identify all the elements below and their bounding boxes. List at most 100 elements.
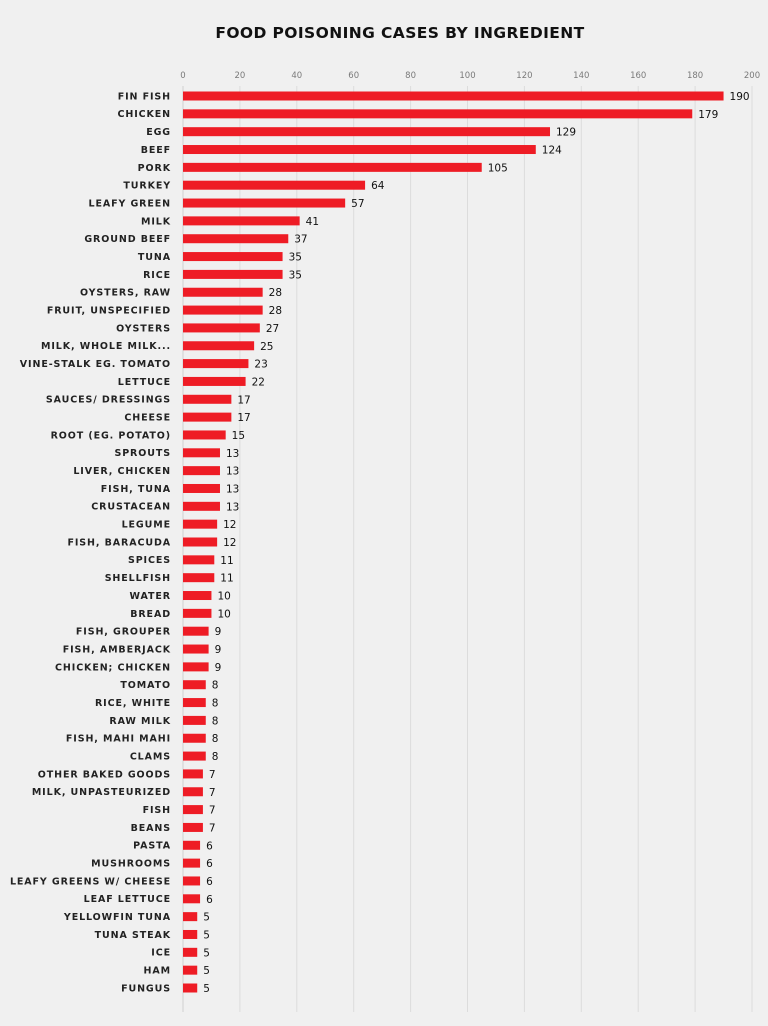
x-tick-label: 160 [630, 71, 646, 81]
bar [183, 769, 203, 779]
bar [183, 822, 203, 832]
category-label: MILK, UNPASTEURIZED [32, 787, 171, 798]
bar [183, 894, 201, 904]
bar [183, 929, 198, 939]
x-tick-label: 120 [516, 71, 532, 81]
category-label: BEEF [141, 145, 171, 156]
value-label: 22 [252, 376, 265, 388]
value-label: 12 [223, 537, 236, 549]
category-label: SPROUTS [114, 448, 171, 459]
bar [183, 751, 206, 761]
value-label: 6 [206, 840, 213, 852]
value-label: 5 [203, 912, 210, 924]
bar [183, 573, 215, 583]
bar [183, 341, 255, 351]
bar [183, 698, 206, 708]
bar [183, 109, 693, 119]
bar [183, 394, 232, 404]
value-label: 12 [223, 519, 236, 531]
value-label: 41 [306, 216, 319, 228]
bar [183, 662, 209, 672]
value-label: 28 [269, 305, 282, 317]
bar [183, 127, 551, 137]
value-label: 17 [237, 412, 250, 424]
bar [183, 466, 220, 476]
bar [183, 519, 218, 529]
value-label: 9 [215, 662, 222, 674]
x-tick-label: 40 [291, 71, 302, 81]
chart-title: FOOD POISONING CASES BY INGREDIENT [215, 24, 585, 42]
category-label: SAUCES/ DRESSINGS [46, 395, 171, 406]
category-label: GROUND BEEF [84, 234, 171, 245]
value-label: 5 [203, 947, 210, 959]
value-label: 11 [220, 573, 233, 585]
category-label: OTHER BAKED GOODS [38, 769, 171, 780]
value-label: 11 [220, 555, 233, 567]
bar [183, 252, 283, 262]
category-label: TUNA STEAK [95, 930, 171, 941]
category-label: CHICKEN; CHICKEN [55, 662, 171, 673]
category-label: LEGUME [122, 520, 171, 531]
category-label: TOMATO [120, 680, 171, 691]
category-label: RAW MILK [109, 716, 171, 727]
bar [183, 947, 198, 957]
category-label: MILK, WHOLE MILK... [41, 341, 171, 352]
bar [183, 876, 201, 886]
x-tick-label: 180 [687, 71, 703, 81]
bar [183, 733, 206, 743]
bar [183, 162, 482, 172]
value-label: 8 [212, 680, 219, 692]
value-label: 15 [232, 430, 245, 442]
value-label: 13 [226, 483, 239, 495]
value-label: 124 [542, 145, 562, 157]
value-label: 10 [217, 608, 230, 620]
bar [183, 180, 366, 190]
category-label: RICE [143, 270, 171, 281]
category-label: CHICKEN [117, 109, 171, 120]
bar [183, 501, 220, 511]
category-label: FISH, AMBERJACK [63, 644, 171, 655]
category-label: LIVER, CHICKEN [73, 466, 171, 477]
value-label: 190 [730, 91, 750, 103]
x-tick-label: 80 [405, 71, 416, 81]
value-label: 64 [371, 180, 385, 192]
bar [183, 965, 198, 975]
bar [183, 840, 201, 850]
value-label: 7 [209, 787, 216, 799]
value-label: 27 [266, 323, 279, 335]
value-label: 9 [215, 626, 222, 638]
category-label: PASTA [133, 841, 171, 852]
value-label: 105 [488, 162, 508, 174]
bar [183, 359, 249, 369]
category-label: FISH [143, 805, 171, 816]
x-tick-label: 200 [744, 71, 760, 81]
value-label: 179 [698, 109, 718, 121]
bar [183, 715, 206, 725]
bar [183, 787, 203, 797]
category-label: TUNA [138, 252, 171, 263]
category-label: FISH, MAHI MAHI [66, 734, 171, 745]
category-label: PORK [138, 163, 171, 174]
bar [183, 680, 206, 690]
value-label: 8 [212, 715, 219, 727]
bar [183, 287, 263, 297]
category-label: LETTUCE [118, 377, 171, 388]
value-label: 35 [289, 269, 302, 281]
category-label: LEAFY GREENS W/ CHEESE [10, 876, 171, 887]
x-tick-label: 100 [459, 71, 475, 81]
value-label: 7 [209, 805, 216, 817]
category-label: FIN FISH [118, 91, 171, 102]
bar [183, 145, 536, 155]
value-label: 8 [212, 698, 219, 710]
value-label: 5 [203, 983, 210, 995]
value-label: 17 [237, 394, 250, 406]
bar [183, 912, 198, 922]
category-label: YELLOWFIN TUNA [63, 912, 171, 923]
bar [183, 305, 263, 315]
value-label: 28 [269, 287, 282, 299]
value-label: 13 [226, 448, 239, 460]
bar [183, 412, 232, 422]
bar [183, 323, 260, 333]
category-label: HAM [144, 966, 171, 977]
